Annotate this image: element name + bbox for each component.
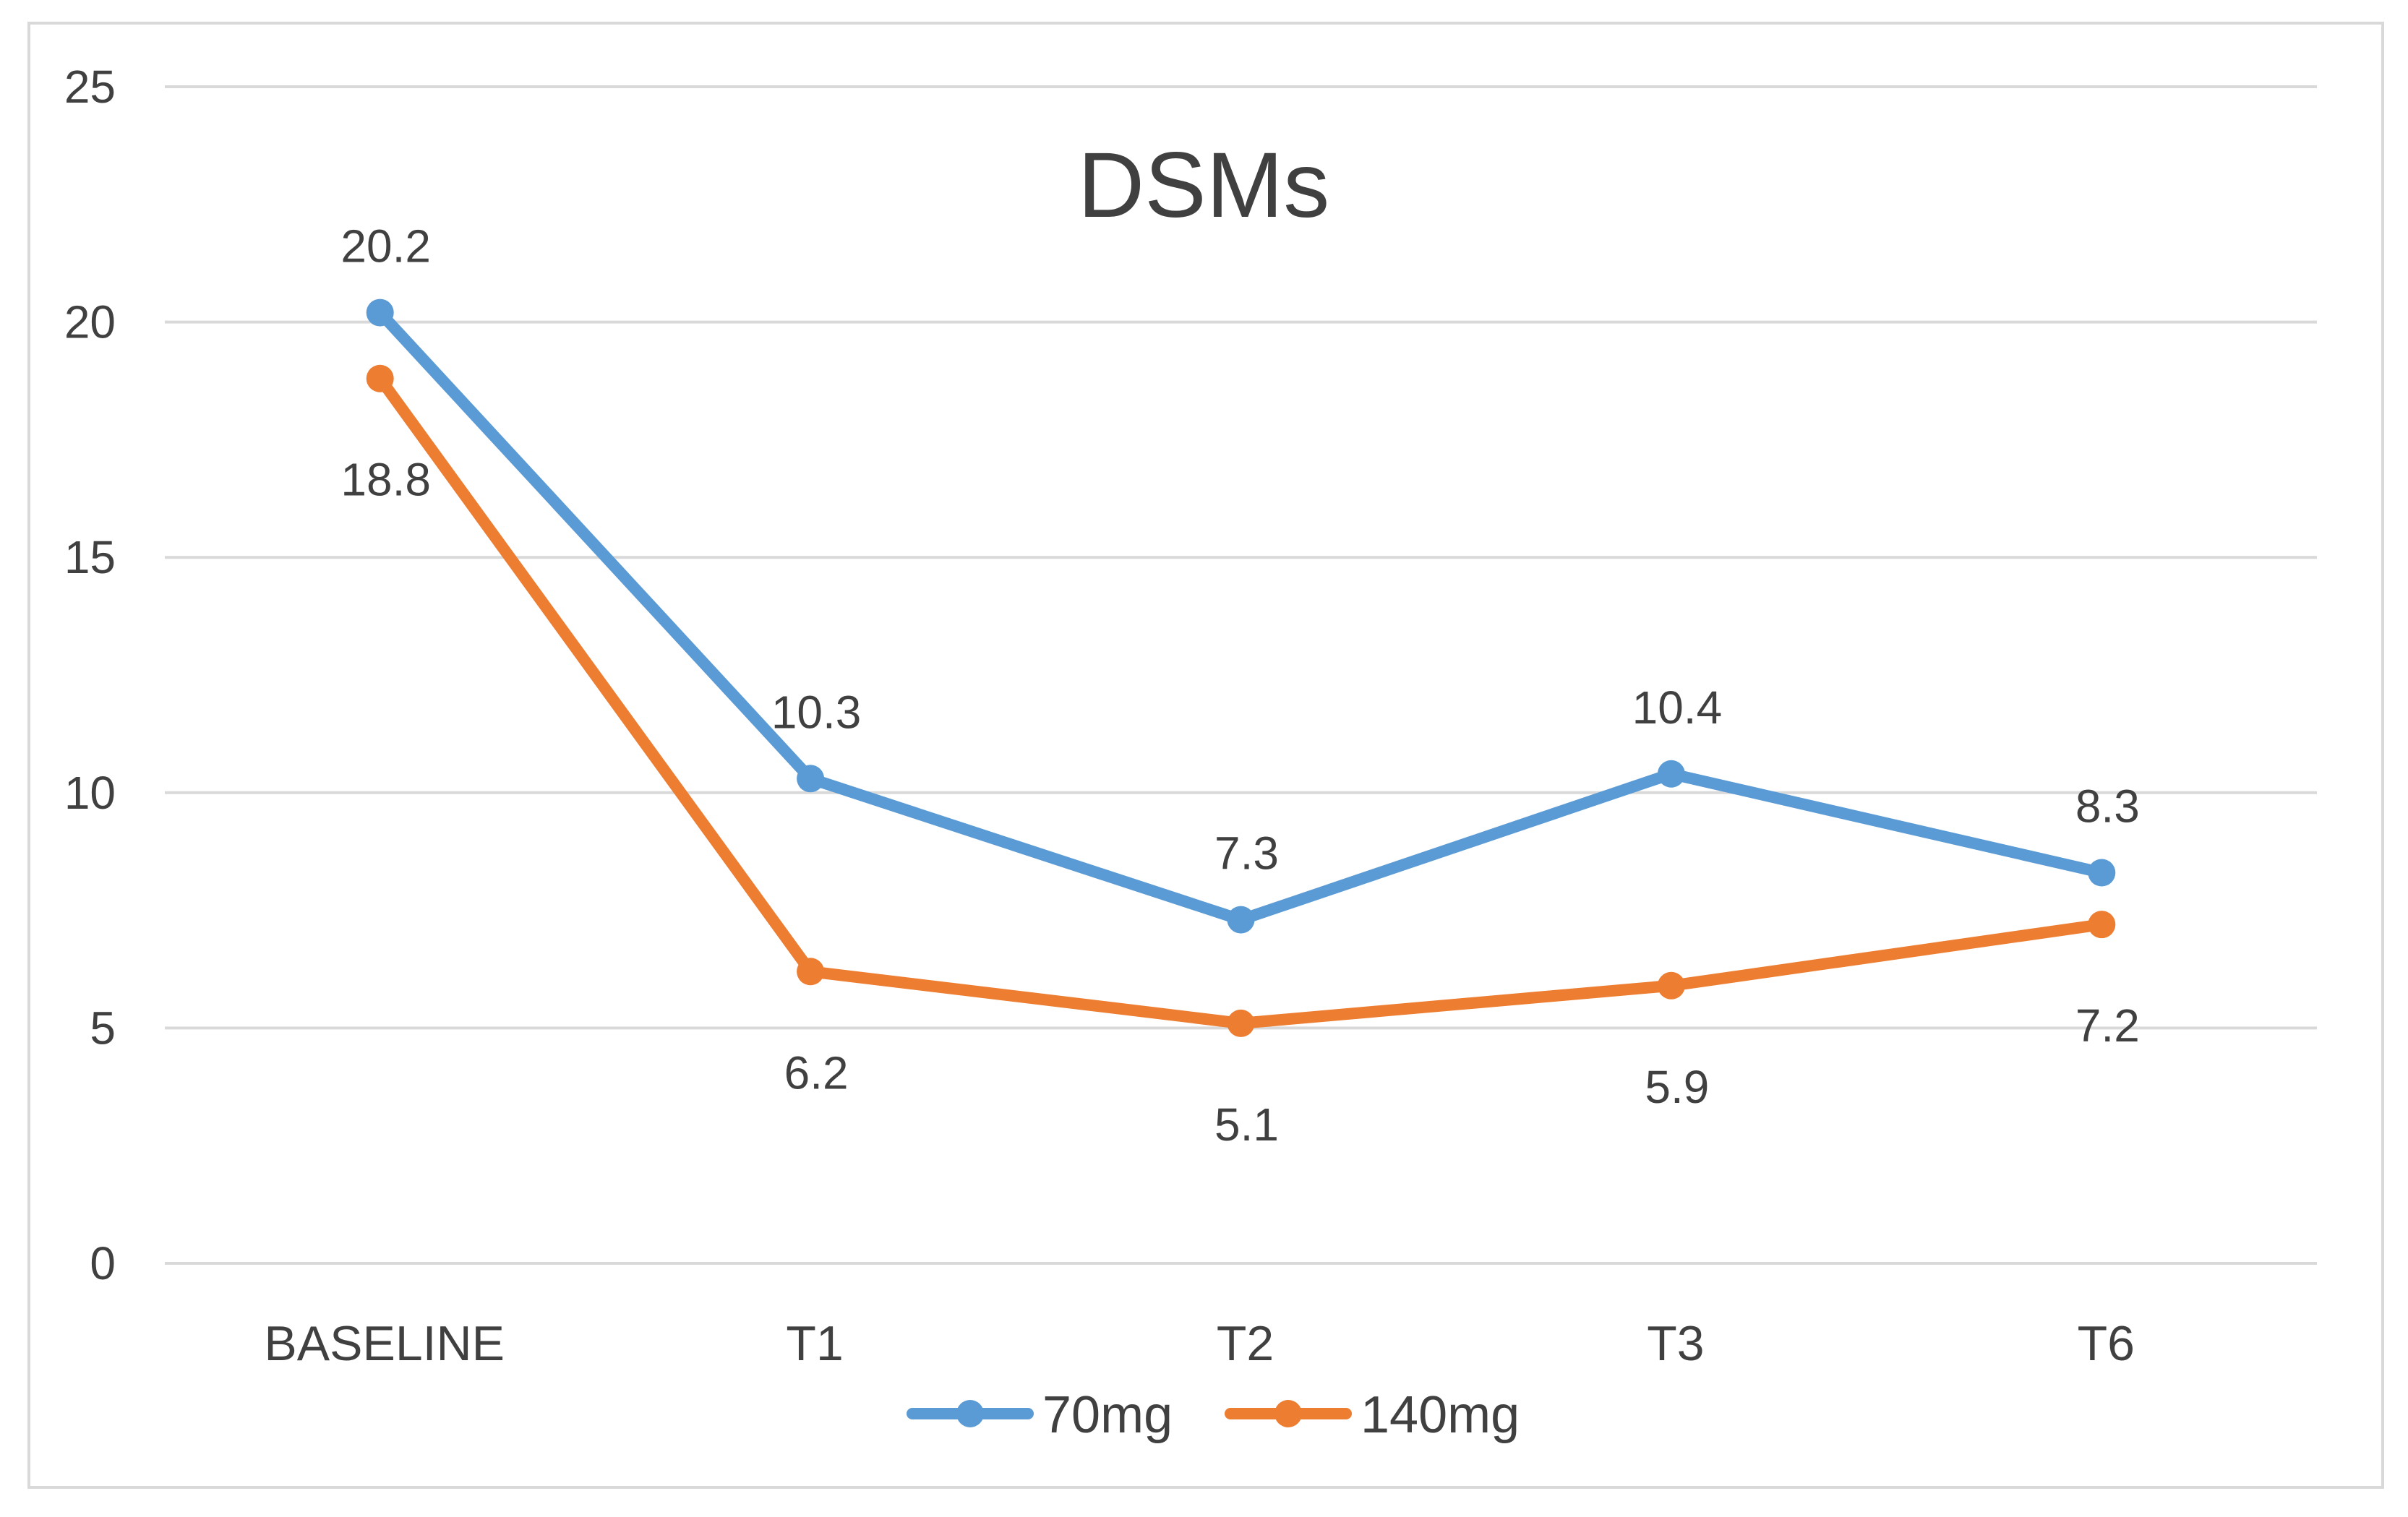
x-category-label: BASELINE (264, 1316, 505, 1371)
series-lines (366, 298, 2116, 1037)
data-point-140mg (1657, 971, 1685, 1000)
data-label-140mg: 18.8 (340, 454, 431, 506)
y-axis-ticks: 0 5 10 15 20 25 (64, 61, 116, 1289)
x-category-label: T3 (1647, 1316, 1704, 1371)
data-point-70mg (2088, 859, 2116, 887)
data-label-70mg: 7.3 (1214, 828, 1279, 880)
y-tick-label: 5 (90, 1002, 116, 1054)
data-point-140mg (797, 958, 825, 986)
data-point-70mg (1657, 760, 1685, 788)
data-point-140mg (366, 364, 394, 392)
data-label-140mg: 6.2 (784, 1047, 849, 1099)
x-category-label: T1 (786, 1316, 843, 1371)
data-label-140mg: 5.1 (1214, 1099, 1279, 1151)
gridlines (165, 85, 2317, 1265)
data-label-140mg: 7.2 (2075, 1000, 2140, 1052)
data-label-140mg: 5.9 (1645, 1061, 1709, 1113)
y-tick-label: 25 (64, 61, 116, 113)
x-category-label: T6 (2078, 1316, 2135, 1371)
data-label-70mg: 10.3 (771, 686, 862, 738)
y-tick-label: 0 (90, 1237, 116, 1289)
legend: 70mg 140mg (907, 1386, 1520, 1444)
y-tick-label: 10 (64, 767, 116, 819)
x-category-label: T2 (1217, 1316, 1274, 1371)
legend-swatch-marker-70mg (956, 1400, 984, 1427)
x-axis-categories: BASELINE T1 T2 T3 T6 (264, 1316, 2135, 1371)
data-point-70mg (1227, 906, 1255, 934)
data-label-70mg: 8.3 (2075, 781, 2140, 833)
data-labels: 20.2 10.3 7.3 10.4 8.3 18.8 6.2 5.1 5.9 7.2 (340, 220, 2139, 1151)
chart-title: DSMs (1078, 134, 1329, 237)
legend-swatch-marker-140mg (1274, 1400, 1302, 1427)
legend-label-140mg: 140mg (1361, 1386, 1520, 1444)
y-tick-label: 15 (64, 531, 116, 583)
data-point-140mg (1227, 1009, 1255, 1037)
data-label-70mg: 10.4 (1632, 682, 1723, 734)
data-point-140mg (2088, 911, 2116, 939)
data-point-70mg (797, 765, 825, 793)
data-point-70mg (366, 298, 394, 327)
chart-frame (27, 22, 2384, 1489)
y-tick-label: 20 (64, 296, 116, 348)
legend-label-70mg: 70mg (1042, 1386, 1173, 1444)
data-label-70mg: 20.2 (340, 220, 431, 272)
